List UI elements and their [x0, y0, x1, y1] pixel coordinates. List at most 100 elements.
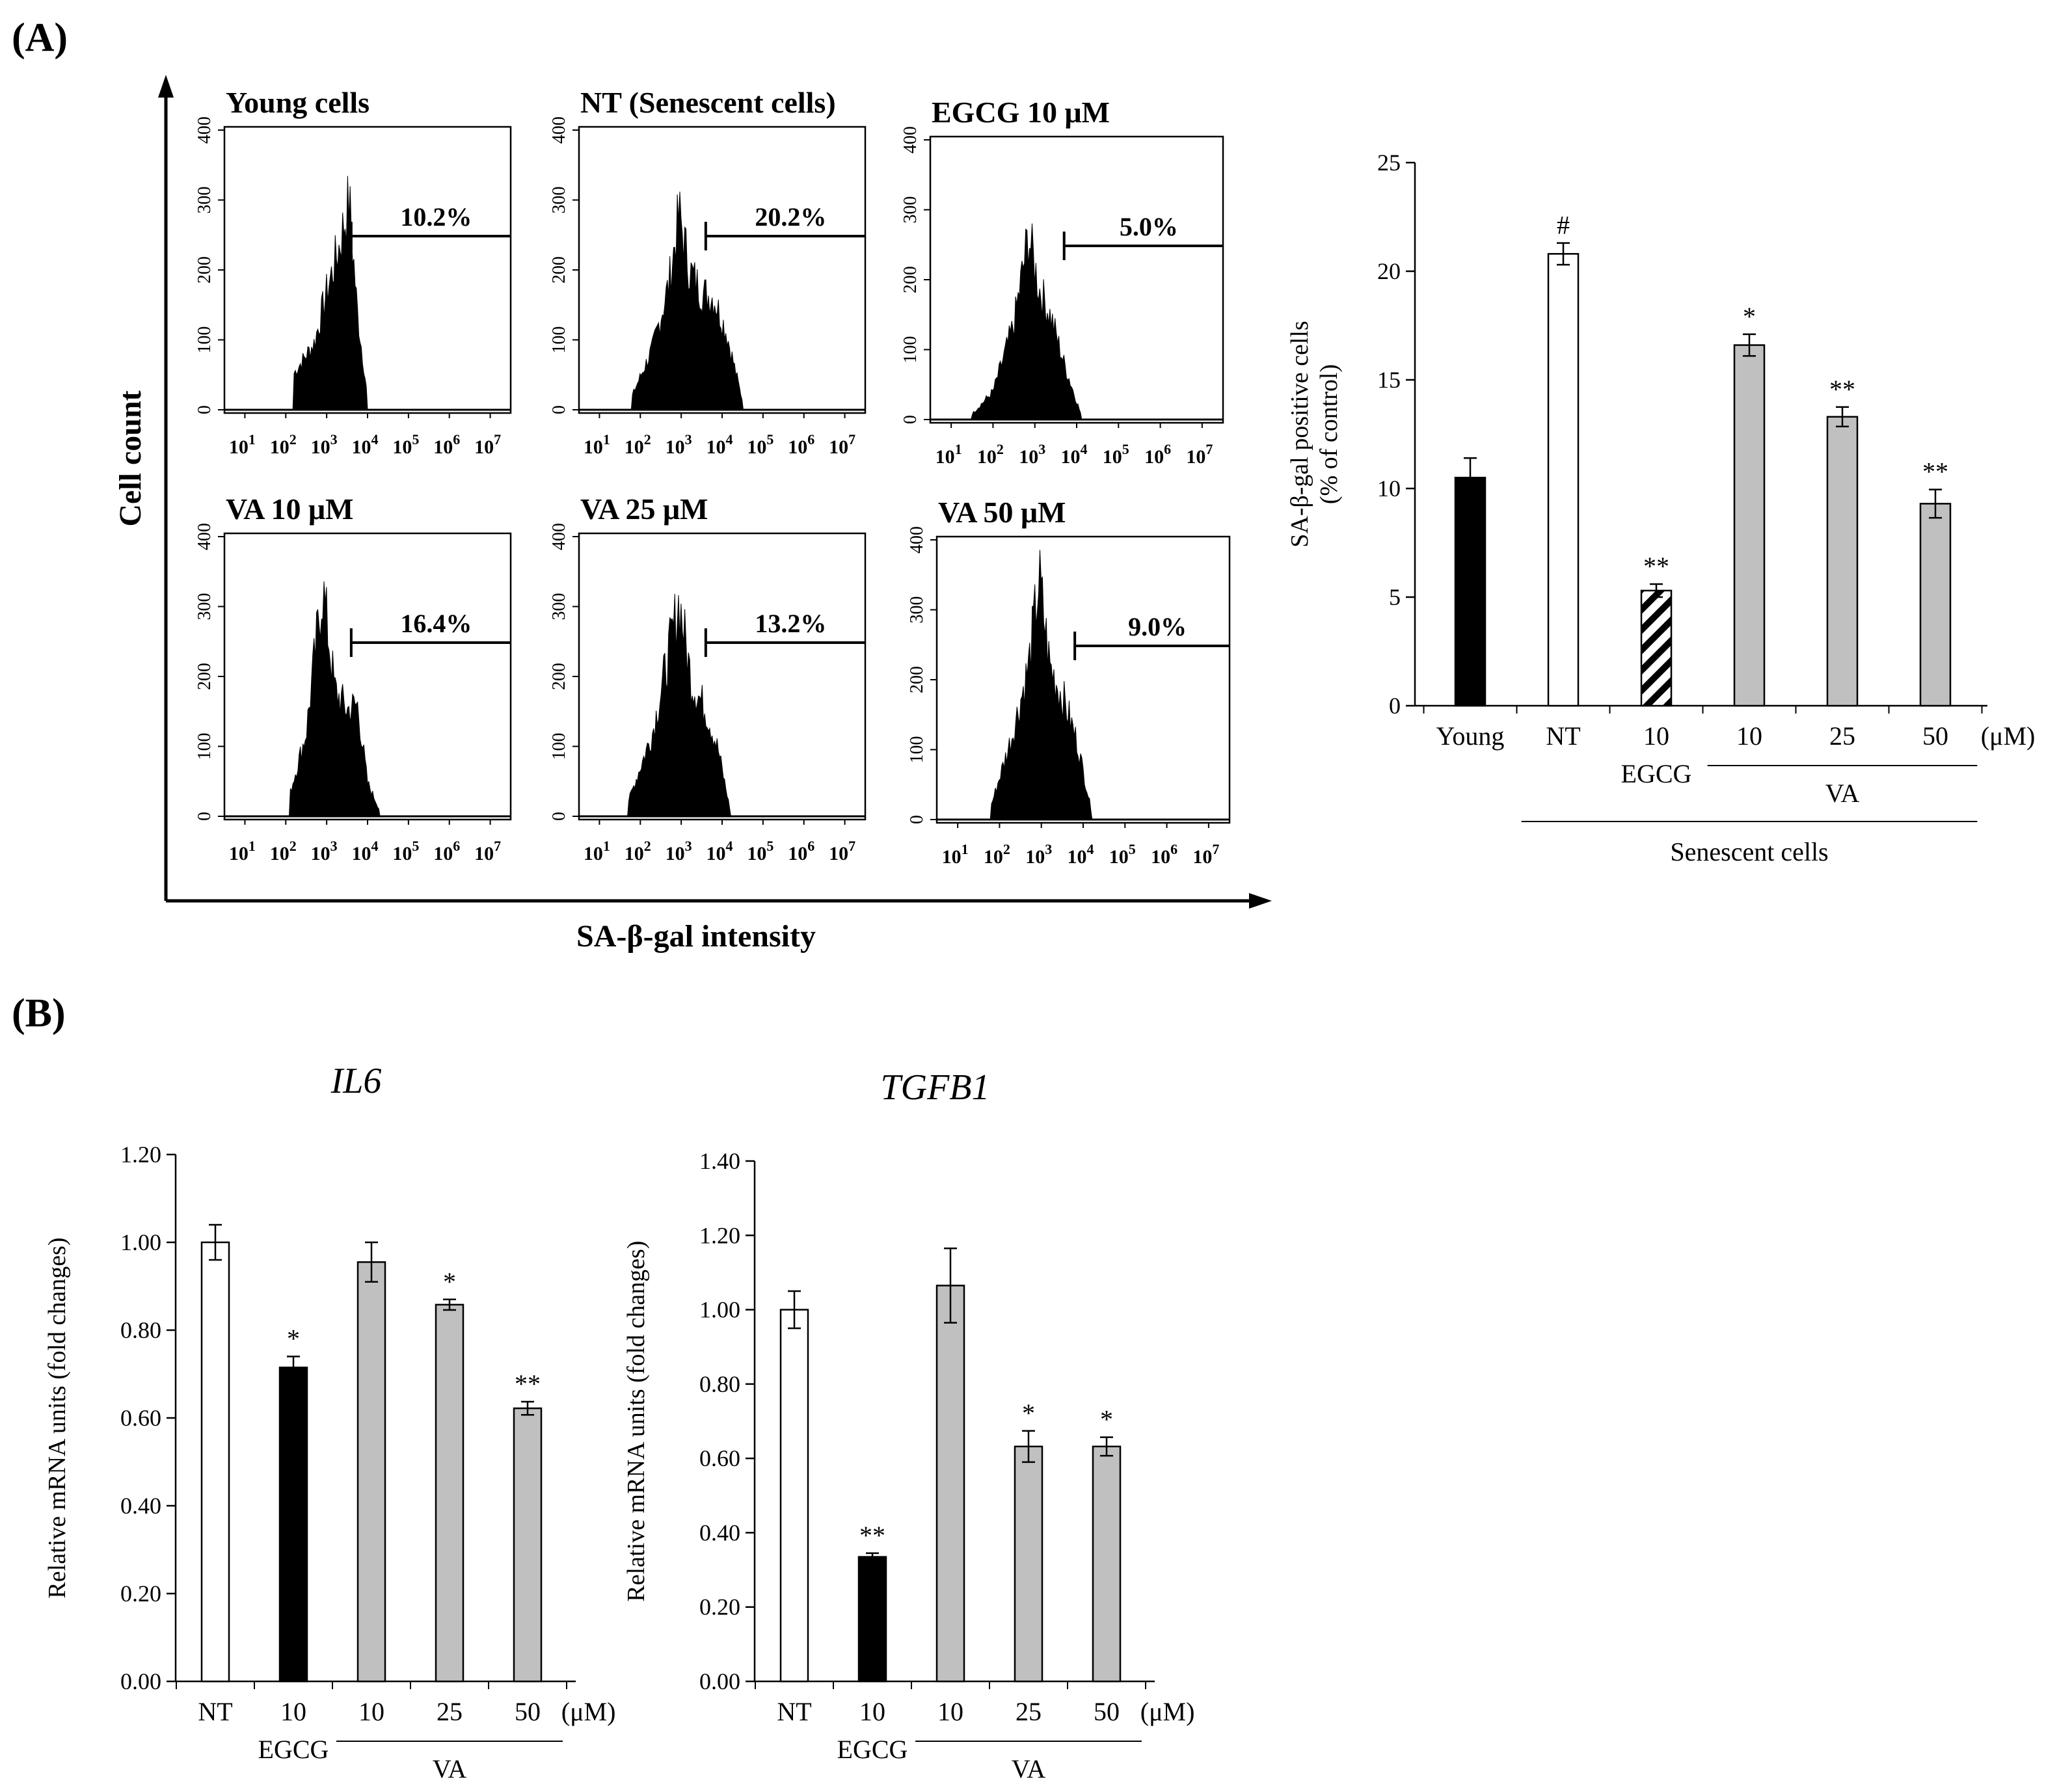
group-label-egcg: EGCG: [837, 1735, 908, 1764]
facs-x-tick-label: 106: [1151, 841, 1177, 868]
bar-y-tick-label: 0.60: [120, 1405, 161, 1431]
facs-x-tick-label: 105: [747, 431, 774, 458]
facs-y-tick-label: 0: [195, 405, 215, 414]
bar-y-tick-label: 5: [1389, 584, 1401, 610]
facs-x-tick-label: 107: [474, 838, 501, 864]
bar-y-tick-label: 0.20: [120, 1581, 161, 1607]
significance-mark: #: [1557, 211, 1570, 240]
facs-y-tick-label: 200: [907, 666, 927, 693]
bar-category-label: Young: [1436, 721, 1505, 751]
facs-plot-egcg: EGCG 10 μM 0 100 200 300 400 101 102 103 104 105 10…: [900, 96, 1224, 468]
bar-y-tick-label: 0: [1389, 693, 1401, 719]
facs-x-tick-label: 103: [666, 431, 692, 458]
bar-chart-title: TGFB1: [881, 1067, 990, 1108]
chart-il6: 0.00 0.20 0.40 0.60 0.80 1.00 1.20 NT * 10 10 * 25 **…: [44, 1061, 615, 1783]
facs-y-axis-label: Cell count: [113, 390, 148, 526]
facs-x-tick-label: 103: [311, 431, 338, 458]
facs-x-tick-label: 103: [1025, 841, 1052, 868]
significance-mark: *: [1100, 1405, 1113, 1434]
facs-plot-young: Young cells 0 100 200 300 400 101 102 103 104 105 1…: [195, 86, 512, 458]
facs-x-tick-label: 104: [352, 838, 379, 864]
bar-category-label: 10: [1643, 721, 1669, 751]
facs-x-tick-label: 102: [270, 431, 297, 458]
bar-category-label: 25: [1829, 721, 1855, 751]
facs-x-tick-label: 102: [977, 441, 1004, 468]
bar-y-tick-label: 0.80: [699, 1371, 740, 1397]
facs-x-tick-label: 106: [1144, 441, 1171, 468]
bar-y-axis-label: SA-β-gal positive cells: [1286, 321, 1313, 548]
facs-y-tick-label: 0: [907, 815, 927, 824]
facs-x-tick-label: 104: [706, 431, 733, 458]
facs-y-tick-label: 100: [900, 336, 921, 364]
facs-x-tick-label: 106: [433, 431, 460, 458]
bar: [1454, 477, 1487, 707]
facs-plot-va10: VA 10 μM 0 100 200 300 400 101 102 103 104 105 106 1…: [195, 492, 512, 864]
significance-mark: *: [443, 1267, 456, 1296]
group-label-egcg: EGCG: [1621, 759, 1692, 788]
bar-y-tick-label: 25: [1377, 150, 1401, 176]
bar-category-label: 25: [437, 1697, 463, 1726]
facs-x-tick-label: 107: [474, 431, 501, 458]
facs-title: Young cells: [226, 86, 370, 119]
facs-x-tick-label: 106: [788, 838, 814, 864]
significance-mark: *: [287, 1324, 300, 1354]
facs-title: VA 50 μM: [938, 496, 1066, 529]
significance-mark: **: [859, 1521, 885, 1550]
facs-x-tick-label: 107: [1192, 841, 1219, 868]
group-label-va: VA: [1825, 779, 1860, 808]
facs-y-tick-label: 400: [907, 526, 927, 554]
facs-frame: [223, 532, 512, 821]
bar-unit-label: (μM): [561, 1697, 616, 1726]
bar: [1092, 1445, 1122, 1683]
panel-b-label: (B): [12, 991, 66, 1035]
bar-y-tick-label: 1.20: [699, 1222, 740, 1248]
bar-unit-label: (μM): [1140, 1697, 1195, 1726]
facs-y-tick-label: 0: [900, 415, 921, 424]
facs-histogram: [937, 550, 1230, 820]
significance-mark: *: [1743, 302, 1756, 331]
bar: [1640, 589, 1673, 707]
facs-x-tick-label: 104: [352, 431, 379, 458]
facs-frame: [929, 135, 1224, 424]
bar-category-label: 50: [515, 1697, 541, 1726]
panel-a-label: (A): [12, 16, 68, 60]
bar: [357, 1261, 386, 1683]
bar-category-label: 10: [358, 1697, 384, 1726]
bar: [1547, 253, 1580, 707]
facs-histogram: [930, 223, 1223, 420]
facs-gate-label: 9.0%: [1128, 612, 1187, 641]
facs-outer-axes: [158, 75, 1272, 909]
facs-plot-va25: VA 25 μM 0 100 200 300 400 101 102 103 104 105 106 1…: [549, 492, 867, 864]
facs-x-tick-label: 101: [935, 441, 962, 468]
bar-category-label: 10: [1736, 721, 1762, 751]
facs-title: VA 10 μM: [226, 492, 353, 526]
bar-y-tick-label: 10: [1377, 475, 1401, 501]
facs-x-tick-label: 104: [1061, 441, 1088, 468]
facs-x-tick-label: 105: [392, 431, 419, 458]
facs-x-tick-label: 105: [747, 838, 774, 864]
facs-x-tick-label: 102: [625, 431, 651, 458]
bar: [779, 1309, 809, 1683]
facs-x-tick-label: 102: [270, 838, 297, 864]
facs-y-tick-label: 100: [549, 733, 569, 760]
facs-y-tick-label: 200: [900, 266, 921, 293]
facs-y-tick-label: 100: [549, 327, 569, 354]
facs-frame: [223, 126, 512, 414]
facs-y-tick-label: 300: [900, 196, 921, 224]
facs-y-tick-label: 0: [549, 405, 569, 414]
facs-title: VA 25 μM: [580, 492, 708, 526]
facs-x-tick-label: 103: [1019, 441, 1045, 468]
bar-y-tick-label: 1.40: [699, 1148, 740, 1174]
facs-y-tick-label: 300: [549, 593, 569, 621]
facs-x-tick-label: 102: [625, 838, 651, 864]
facs-y-tick-label: 0: [549, 812, 569, 821]
bar-y-tick-label: 0.20: [699, 1594, 740, 1620]
bar-y-tick-label: 1.00: [699, 1297, 740, 1323]
facs-y-tick-label: 300: [549, 187, 569, 214]
facs-gate-label: 10.2%: [400, 202, 472, 232]
group-label-va: VA: [433, 1754, 467, 1783]
facs-x-tick-label: 103: [666, 838, 692, 864]
bar-category-label: NT: [777, 1697, 811, 1726]
bar-y-tick-label: 0.00: [120, 1668, 161, 1694]
